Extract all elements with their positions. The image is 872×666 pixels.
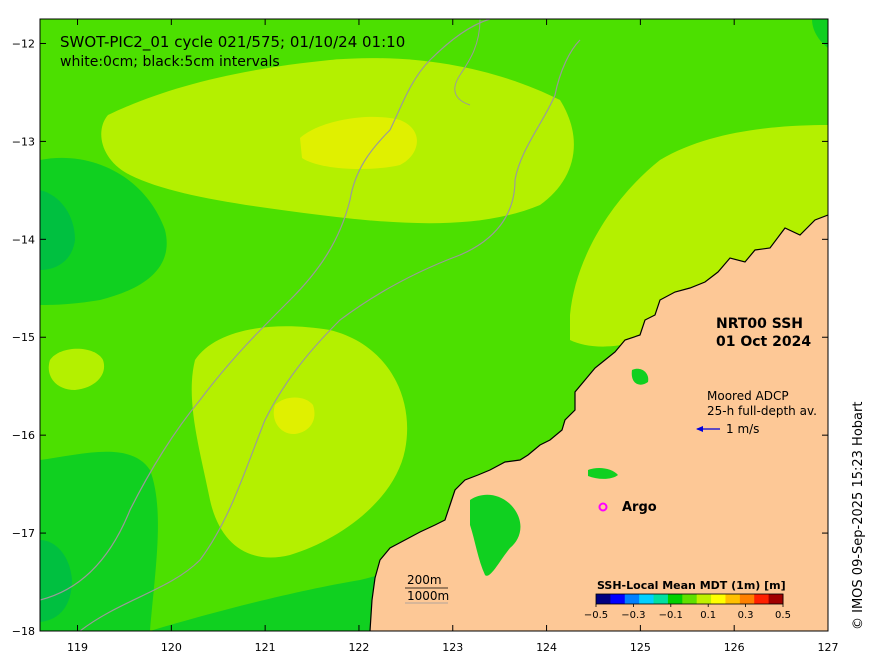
colorbar-swatch [667,594,683,604]
y-tick-label: −17 [12,527,35,540]
product-date: 01 Oct 2024 [716,334,811,350]
colorbar-tick-label: −0.3 [621,610,645,621]
colorbar-tick-label: 0.1 [700,610,716,621]
adcp-scale: 1 m/s [726,422,759,436]
colorbar-tick-label: 0.3 [738,610,754,621]
plot-frame [39,18,829,632]
adcp-arrowhead-icon [696,426,703,432]
ssh-darkgreen-west [40,190,75,270]
colorbar-ticks: −0.5 −0.3 −0.1 0.1 0.3 0.5 [584,604,791,621]
colorbar-swatch [768,594,784,604]
x-tick-label: 119 [67,641,88,654]
y-tick-label: −16 [12,429,35,442]
colorbar-tick-label: 0.5 [775,610,791,621]
ssh-darkgreen-southwest [40,540,72,622]
colorbar-frame [595,593,784,605]
y-tick-label: −14 [12,233,35,246]
x-tick-label: 121 [255,641,276,654]
y-tick-label: −18 [12,625,35,638]
y-tick-label: −12 [12,37,35,50]
product-name: NRT00 SSH [716,316,803,332]
x-tick-label: 122 [348,641,369,654]
colorbar-swatch [711,594,726,604]
colorbar-swatch [754,594,770,604]
map-title: SWOT-PIC2_01 cycle 021/575; 01/10/24 01:… [60,33,405,52]
map-field [40,19,828,631]
colorbar-swatch [624,594,640,604]
x-tick-label: 125 [630,641,651,654]
contour-1000m [79,39,581,631]
adcp-averaging: 25-h full-depth av. [707,404,817,418]
coastline [369,214,828,631]
x-tick-label: 126 [724,641,745,654]
y-axis: −12 −13 −14 −15 −16 −17 −18 [12,37,828,638]
x-tick-label: 127 [818,641,839,654]
colorbar-swatch [682,594,698,604]
coastal-inlet-east [631,368,649,385]
ssh-green-northeast [812,19,828,48]
contour-200m [40,19,491,601]
x-axis: 119 120 121 122 123 124 125 126 127 [67,19,839,654]
colorbar-swatch [610,594,626,604]
x-tick-label: 120 [161,641,182,654]
ssh-yellow-north [300,116,417,170]
ssh-yellowgreen-west [48,348,105,390]
ssh-yellowgreen-central [191,326,408,558]
colorbar-swatch [725,594,741,604]
ssh-green-west [40,157,167,305]
argo-marker-icon [598,502,608,512]
ssh-yellowgreen-east [570,125,828,347]
bathymetry-contour-1000m: 1000m [407,589,449,603]
colorbar-swatch [739,594,755,604]
coastal-inlet-king-sound [470,494,521,576]
colorbar [595,593,784,605]
bathymetry-contour-200m: 200m [407,573,442,587]
colorbar-swatch [653,594,669,604]
colorbar-swatch [639,594,655,604]
contour-interval-note: white:0cm; black:5cm intervals [60,54,280,70]
x-tick-label: 124 [536,641,557,654]
colorbar-tick-label: −0.1 [659,610,683,621]
imos-credit: © IMOS 09-Sep-2025 15:23 Hobart [851,402,866,630]
adcp-label: Moored ADCP [707,389,789,403]
y-tick-label: −13 [12,135,35,148]
colorbar-swatch [696,594,712,604]
colorbar-title: SSH-Local Mean MDT (1m) [m] [597,579,786,592]
contour-coastal [454,19,481,106]
ssh-yellow-central [273,397,315,435]
colorbar-tick-label: −0.5 [584,610,608,621]
colorbar-swatch [596,594,611,604]
x-tick-label: 123 [442,641,463,654]
y-tick-label: −15 [12,331,35,344]
argo-label: Argo [622,500,657,515]
coastal-inlet-north [588,467,618,479]
